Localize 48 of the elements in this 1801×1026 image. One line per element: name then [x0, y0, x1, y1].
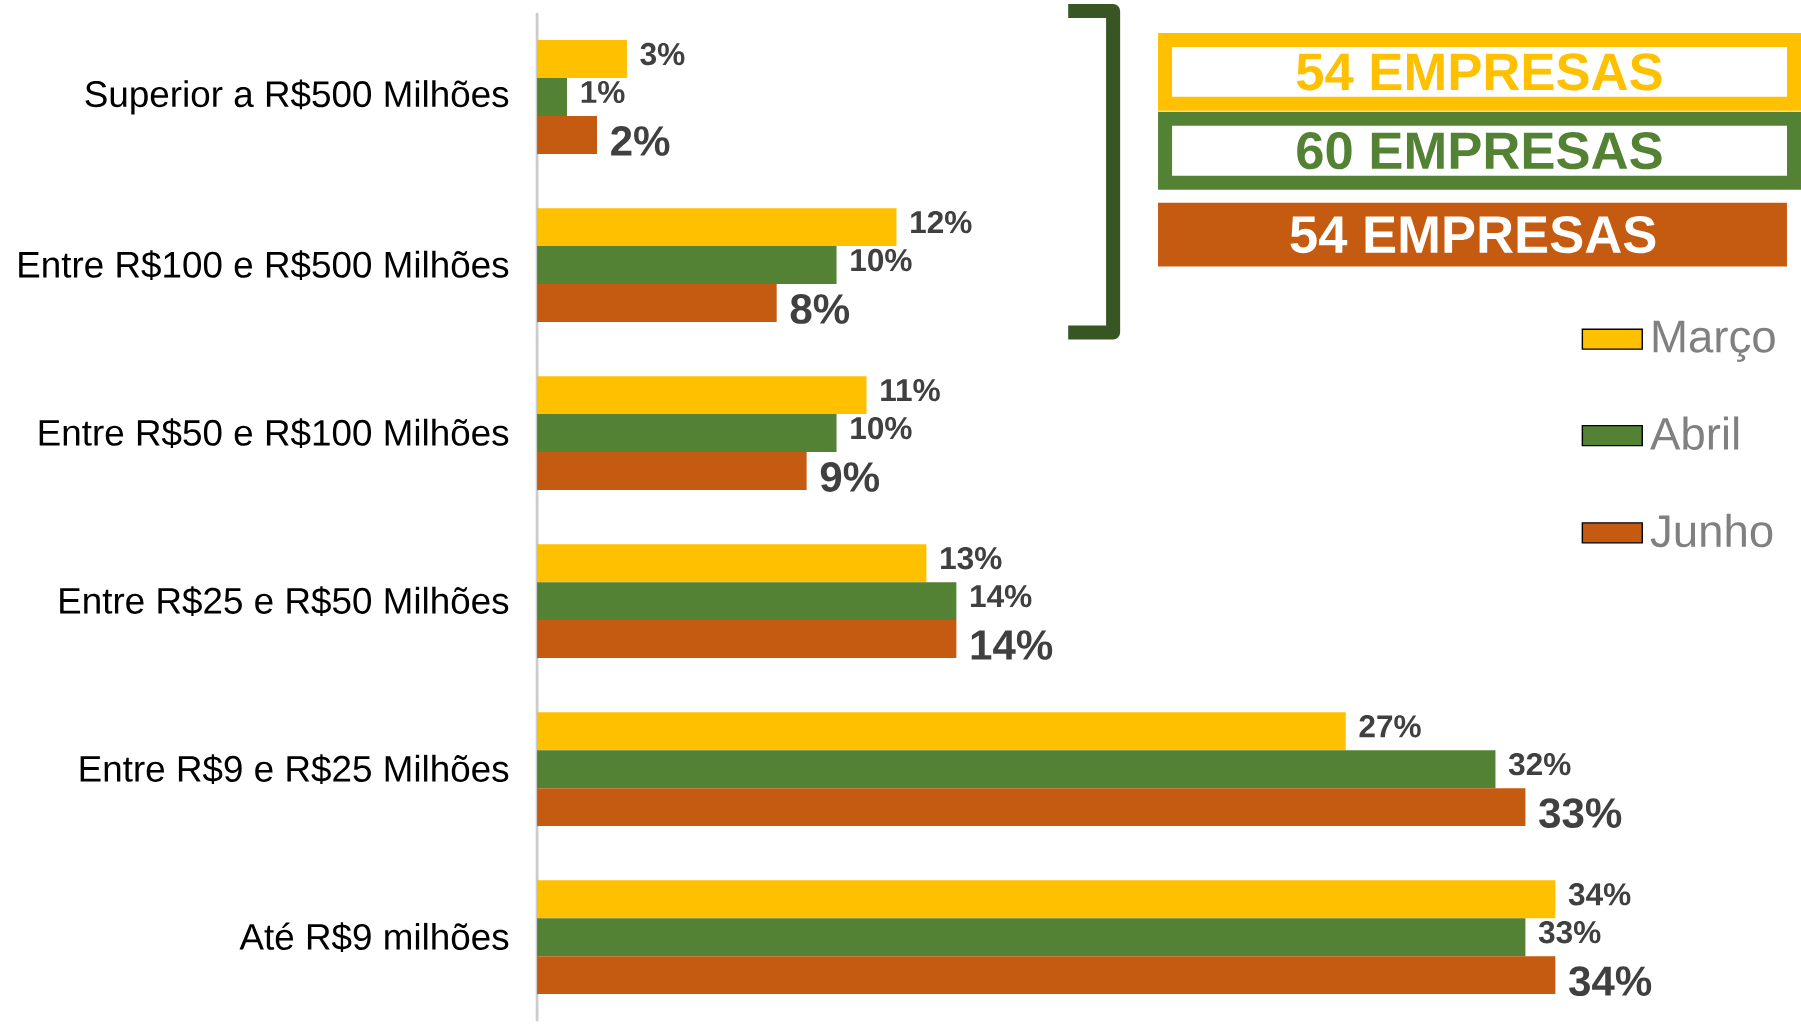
legend-label: Março	[1653, 320, 1775, 362]
bar	[537, 115, 597, 154]
data-label: 33%	[1539, 798, 1622, 828]
annotation: 54 EMPRESAS	[1290, 215, 1656, 254]
data-label: 27%	[1359, 714, 1421, 738]
data-label: 33%	[1538, 920, 1601, 944]
data-label: 32%	[1508, 752, 1571, 776]
bar	[537, 376, 867, 415]
data-label: 14%	[971, 630, 1053, 660]
bar	[537, 245, 837, 284]
bar	[537, 208, 897, 246]
data-label: 11%	[881, 378, 940, 402]
y-tick-label: Entre R$100 e R$500 Milhões	[19, 250, 509, 280]
bar	[537, 77, 568, 116]
bar	[537, 956, 1556, 994]
data-label: 34%	[1569, 966, 1652, 996]
data-label: 10%	[851, 416, 912, 440]
data-label: 14%	[971, 584, 1032, 608]
y-tick-label: Entre R$9 e R$25 Milhões	[80, 754, 509, 784]
data-label: 10%	[851, 248, 912, 272]
bar	[537, 712, 1346, 751]
annotation: 54 EMPRESAS	[1296, 53, 1662, 91]
bar	[537, 619, 957, 658]
y-tick-label: Entre R$25 e R$50 Milhões	[60, 586, 509, 616]
bar	[537, 544, 927, 583]
bar	[537, 283, 777, 322]
bar	[537, 918, 1526, 957]
annotation: 60 EMPRESAS	[1297, 131, 1662, 170]
bar	[537, 582, 957, 620]
legend-label: Junho	[1650, 513, 1773, 548]
bar	[537, 451, 807, 490]
y-tick-label: Superior a R$500 Milhões	[85, 79, 509, 115]
bar	[537, 750, 1496, 789]
data-label: 3%	[640, 42, 685, 66]
data-label: 9%	[820, 462, 880, 492]
legend-label: Abril	[1650, 416, 1739, 450]
bar	[537, 880, 1556, 919]
bar	[537, 40, 627, 78]
data-label: 13%	[941, 546, 1002, 570]
bar	[537, 414, 837, 452]
data-label: 8%	[790, 293, 850, 324]
bar	[537, 788, 1526, 826]
y-tick-label: Até R$9 milhões	[239, 922, 509, 952]
data-label: 12%	[911, 210, 972, 234]
y-tick-label: Entre R$50 e R$100 Milhões	[39, 418, 509, 448]
data-label: 1%	[581, 80, 625, 103]
data-label: 34%	[1568, 882, 1631, 906]
data-label: 2%	[611, 125, 670, 156]
